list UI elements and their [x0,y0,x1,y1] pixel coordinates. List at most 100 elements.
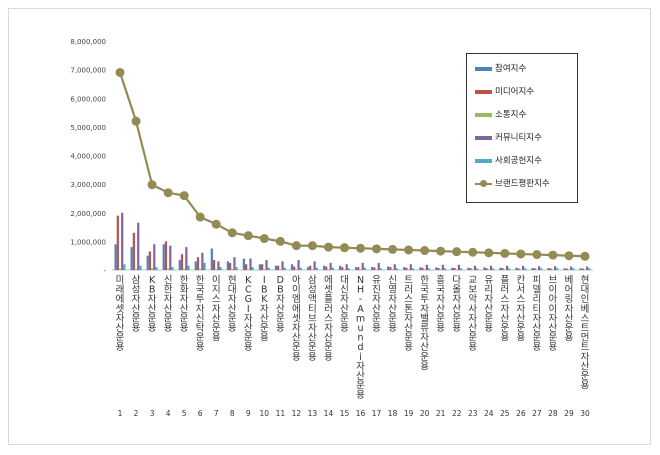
bar [187,265,190,270]
bar [327,269,330,270]
bar [531,267,534,270]
brand-point [516,249,526,259]
category-label: N H -A m u n d i 자 산 운 용 [356,275,365,401]
y-tick-label: 6,000,000 [70,95,106,103]
bar [391,269,394,270]
bar [247,269,250,270]
brand-point [147,180,157,190]
bar [421,267,424,270]
bar [451,267,454,270]
rank-label: 12 [292,409,302,418]
brand-point [291,241,301,251]
rank-label: 20 [420,409,430,418]
bar [581,268,584,270]
brand-point [420,246,430,256]
bar [371,267,374,270]
brand-point [227,228,237,238]
bar [226,261,229,270]
bar [277,265,280,270]
bar [329,262,332,270]
bar [565,268,568,270]
rank-label: 13 [308,409,318,418]
bar [411,268,415,270]
bar [134,268,138,270]
rank-label: 27 [532,409,542,418]
bar [244,264,248,270]
brand-point [211,219,221,229]
bar [309,265,312,270]
bar [169,245,172,270]
bar [460,268,463,270]
brand-point [179,191,189,201]
bar [439,269,442,270]
rank-label: 11 [276,409,286,418]
bar [476,268,479,270]
bar [171,267,174,270]
bar [357,267,360,270]
bar [235,267,238,270]
brand-point [372,244,382,254]
bar [407,269,410,270]
rank-label: 21 [436,409,446,418]
brand-point [436,246,446,256]
brand-point [532,250,542,260]
y-tick-label: 8,000,000 [70,38,106,46]
bar [212,259,216,270]
bar [409,264,412,270]
bar [203,262,206,270]
bar [554,266,557,270]
bar [299,267,302,270]
rank-label: 22 [452,409,462,418]
rank-label: 10 [260,409,270,418]
rank-label: 26 [516,409,526,418]
bar [483,267,486,270]
brand-point [484,248,494,258]
brand-point [275,236,285,246]
rank-label: 6 [198,409,203,418]
bar [118,268,122,270]
y-tick-label: 5,000,000 [70,124,106,132]
rank-label: 17 [372,409,382,418]
brand-point [404,245,414,255]
bar [283,267,286,270]
bar [489,265,493,270]
bar [467,267,470,270]
bar [167,268,170,270]
bar [521,265,525,270]
bar [123,264,126,270]
bar [311,269,314,270]
rank-label: 18 [388,409,398,418]
bar [219,267,222,270]
rank-label: 23 [468,409,478,418]
bar [457,264,461,270]
bar [572,268,575,270]
bar [363,267,367,270]
bar [455,269,458,270]
bar [297,259,300,270]
bar [361,262,364,270]
bar [419,267,422,270]
bar [519,269,522,270]
bar [375,269,378,270]
bar [164,241,168,270]
rank-label: 1 [118,409,123,418]
y-tick-label: 3,000,000 [70,181,106,189]
brand-point [500,248,510,258]
legend-item-social: 사회공헌지수 [475,154,542,166]
rank-label: 30 [580,409,590,418]
bar [373,267,376,270]
